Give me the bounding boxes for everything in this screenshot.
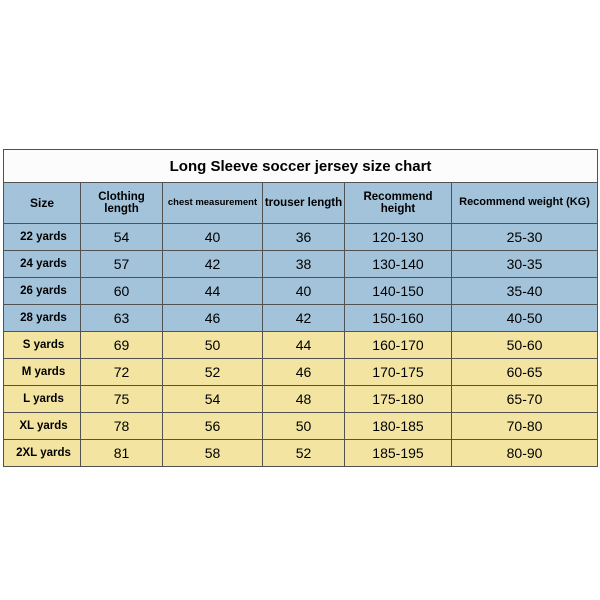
cell: 63 bbox=[81, 305, 163, 332]
cell-size: 2XL yards bbox=[4, 440, 81, 467]
col-header-clothing-length: Clothinglength bbox=[81, 183, 163, 224]
size-chart-table: Long Sleeve soccer jersey size chart Siz… bbox=[3, 149, 598, 467]
table-row: 26 yards 60 44 40 140-150 35-40 bbox=[4, 278, 598, 305]
cell: 50 bbox=[163, 332, 263, 359]
cell-size: 24 yards bbox=[4, 251, 81, 278]
cell: 130-140 bbox=[345, 251, 452, 278]
cell: 38 bbox=[263, 251, 345, 278]
col-header-reco-weight: Recommend weight (KG) bbox=[452, 183, 598, 224]
table-row: M yards 72 52 46 170-175 60-65 bbox=[4, 359, 598, 386]
cell: 54 bbox=[163, 386, 263, 413]
col-header-chest: chest measurement bbox=[163, 183, 263, 224]
table-body: 22 yards 54 40 36 120-130 25-30 24 yards… bbox=[4, 224, 598, 467]
cell: 50-60 bbox=[452, 332, 598, 359]
cell: 120-130 bbox=[345, 224, 452, 251]
cell: 50 bbox=[263, 413, 345, 440]
cell: 25-30 bbox=[452, 224, 598, 251]
cell: 180-185 bbox=[345, 413, 452, 440]
cell: 30-35 bbox=[452, 251, 598, 278]
table-title-row: Long Sleeve soccer jersey size chart bbox=[4, 150, 598, 183]
cell-size: 26 yards bbox=[4, 278, 81, 305]
cell: 40 bbox=[263, 278, 345, 305]
cell: 57 bbox=[81, 251, 163, 278]
col-header-size: Size bbox=[4, 183, 81, 224]
cell: 44 bbox=[263, 332, 345, 359]
cell: 175-180 bbox=[345, 386, 452, 413]
cell-size: XL yards bbox=[4, 413, 81, 440]
cell: 60 bbox=[81, 278, 163, 305]
table-header-row: Size Clothinglength chest measurement tr… bbox=[4, 183, 598, 224]
cell: 48 bbox=[263, 386, 345, 413]
cell: 36 bbox=[263, 224, 345, 251]
table-row: L yards 75 54 48 175-180 65-70 bbox=[4, 386, 598, 413]
table-row: 24 yards 57 42 38 130-140 30-35 bbox=[4, 251, 598, 278]
cell: 42 bbox=[263, 305, 345, 332]
cell: 150-160 bbox=[345, 305, 452, 332]
cell: 70-80 bbox=[452, 413, 598, 440]
cell: 42 bbox=[163, 251, 263, 278]
cell: 44 bbox=[163, 278, 263, 305]
cell: 60-65 bbox=[452, 359, 598, 386]
canvas: Long Sleeve soccer jersey size chart Siz… bbox=[0, 0, 600, 600]
cell: 185-195 bbox=[345, 440, 452, 467]
cell-size: 28 yards bbox=[4, 305, 81, 332]
cell: 58 bbox=[163, 440, 263, 467]
cell: 69 bbox=[81, 332, 163, 359]
cell: 140-150 bbox=[345, 278, 452, 305]
col-header-reco-height: Recommendheight bbox=[345, 183, 452, 224]
cell-size: 22 yards bbox=[4, 224, 81, 251]
table-row: 2XL yards 81 58 52 185-195 80-90 bbox=[4, 440, 598, 467]
cell: 52 bbox=[263, 440, 345, 467]
cell: 46 bbox=[163, 305, 263, 332]
table-row: 22 yards 54 40 36 120-130 25-30 bbox=[4, 224, 598, 251]
cell: 81 bbox=[81, 440, 163, 467]
cell: 65-70 bbox=[452, 386, 598, 413]
cell: 56 bbox=[163, 413, 263, 440]
table-row: XL yards 78 56 50 180-185 70-80 bbox=[4, 413, 598, 440]
col-header-trouser: trouser length bbox=[263, 183, 345, 224]
cell: 78 bbox=[81, 413, 163, 440]
table-row: 28 yards 63 46 42 150-160 40-50 bbox=[4, 305, 598, 332]
cell: 75 bbox=[81, 386, 163, 413]
cell-size: L yards bbox=[4, 386, 81, 413]
cell: 46 bbox=[263, 359, 345, 386]
table-row: S yards 69 50 44 160-170 50-60 bbox=[4, 332, 598, 359]
cell: 40-50 bbox=[452, 305, 598, 332]
cell: 72 bbox=[81, 359, 163, 386]
cell-size: M yards bbox=[4, 359, 81, 386]
cell-size: S yards bbox=[4, 332, 81, 359]
cell: 40 bbox=[163, 224, 263, 251]
cell: 80-90 bbox=[452, 440, 598, 467]
cell: 54 bbox=[81, 224, 163, 251]
cell: 52 bbox=[163, 359, 263, 386]
table-title: Long Sleeve soccer jersey size chart bbox=[4, 150, 598, 183]
cell: 170-175 bbox=[345, 359, 452, 386]
cell: 35-40 bbox=[452, 278, 598, 305]
cell: 160-170 bbox=[345, 332, 452, 359]
